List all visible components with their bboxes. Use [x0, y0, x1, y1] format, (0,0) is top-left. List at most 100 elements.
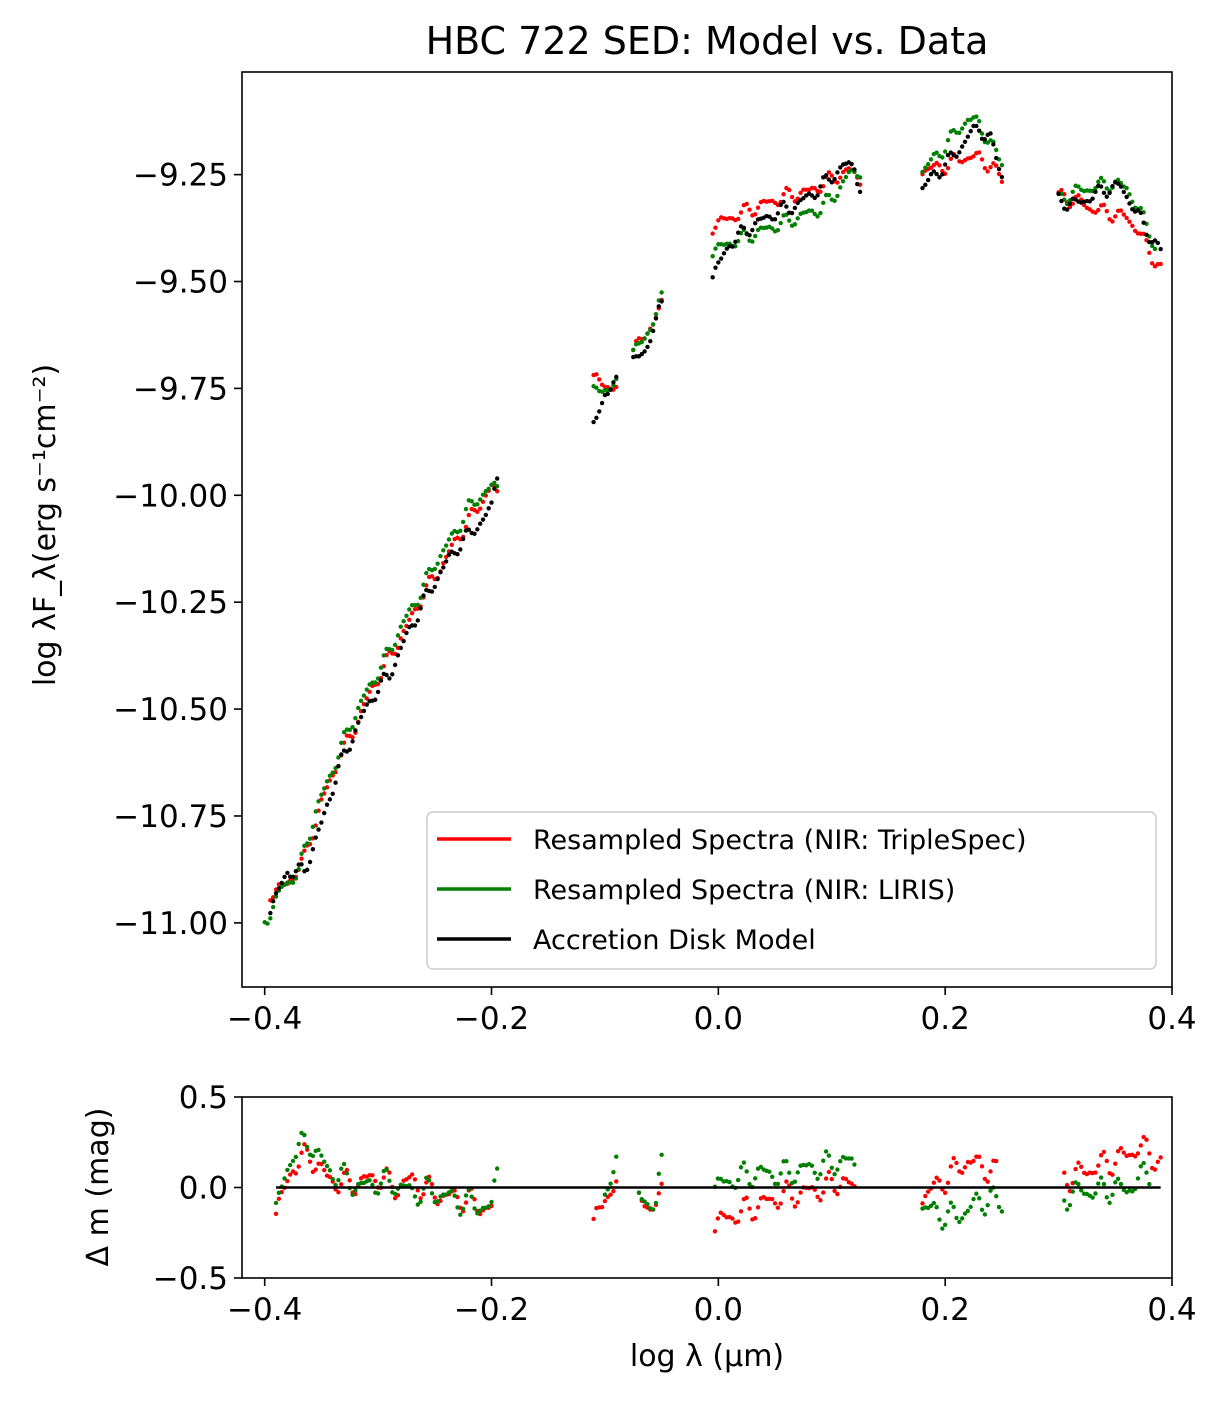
- top-point-s2-g3-143: [829, 180, 834, 185]
- bottom-point-s0-g3-122: [789, 1196, 795, 1201]
- top-point-s2-g4-164: [948, 150, 954, 155]
- bottom-point-s1-g0-17: [322, 1159, 327, 1164]
- top-point-s2-g0-76: [483, 512, 489, 518]
- top-point-s1-g4-158: [925, 162, 931, 167]
- top-point-s0-g4-178: [988, 165, 993, 170]
- top-point-s2-g5-187: [1067, 201, 1073, 207]
- bottom-point-s1-g4-157: [959, 1216, 965, 1221]
- bottom-point-s0-g0-56: [432, 1195, 437, 1200]
- bottom-x-tick-label-1: −0.2: [454, 1292, 529, 1328]
- bottom-point-s1-g0-67: [463, 1193, 469, 1198]
- top-x-tick-label-2: 0.0: [694, 1001, 743, 1037]
- top-point-s2-g4-170: [965, 134, 971, 139]
- bottom-point-s1-g0-63: [452, 1193, 457, 1198]
- top-point-s2-g5-212: [1138, 210, 1144, 215]
- top-point-s2-g3-116: [753, 220, 758, 226]
- top-point-s2-g3-136: [809, 193, 815, 198]
- bottom-point-s0-g0-38: [381, 1175, 386, 1180]
- bottom-point-s1-g0-6: [290, 1158, 296, 1164]
- top-point-s2-g1-89: [614, 374, 619, 380]
- bottom-point-s0-g5-176: [1073, 1166, 1078, 1172]
- bottom-point-s1-g4-164: [979, 1207, 985, 1213]
- bottom-point-s1-g0-22: [336, 1178, 341, 1183]
- top-point-s2-g3-108: [730, 244, 735, 249]
- bottom-point-s1-g0-69: [469, 1194, 474, 1199]
- top-point-s1-g0-35: [361, 693, 367, 698]
- top-point-s2-g5-200: [1104, 194, 1109, 199]
- bottom-point-s1-g3-104: [744, 1169, 749, 1174]
- bottom-point-s1-g0-20: [330, 1176, 335, 1182]
- top-point-s2-g4-173: [974, 123, 979, 129]
- top-point-s2-g2-100: [659, 299, 664, 304]
- top-point-s1-g0-27: [339, 740, 344, 746]
- bottom-point-s1-g0-62: [449, 1188, 455, 1193]
- bottom-point-s0-g0-52: [421, 1192, 426, 1197]
- top-point-s1-g0-30: [347, 727, 352, 733]
- bottom-point-s0-g0-40: [387, 1170, 392, 1175]
- bottom-point-s0-g3-96: [715, 1216, 721, 1221]
- bottom-point-s1-g5-202: [1147, 1181, 1152, 1187]
- top-point-s2-g0-13: [305, 867, 310, 873]
- top-point-s1-g3-130: [787, 218, 792, 223]
- top-point-s1-g4-170: [959, 126, 965, 131]
- bottom-x-tick-label-2: 0.0: [694, 1292, 743, 1328]
- top-point-s2-g2-97: [650, 328, 656, 334]
- bottom-point-s0-g4-159: [959, 1170, 965, 1176]
- top-point-s2-g5-183: [1056, 191, 1061, 197]
- bottom-point-s0-g5-204: [1152, 1167, 1158, 1172]
- top-point-s2-g1-88: [611, 380, 616, 385]
- top-point-s0-g3-103: [716, 218, 721, 223]
- bottom-point-s0-g0-14: [313, 1167, 318, 1172]
- bottom-point-s0-g3-120: [784, 1179, 789, 1184]
- bottom-point-s1-g3-115: [775, 1181, 781, 1187]
- top-point-s1-g0-1: [265, 921, 270, 926]
- top-point-s2-g3-129: [789, 210, 795, 216]
- top-point-s1-g0-61: [435, 561, 440, 566]
- top-point-s0-g0-46: [398, 636, 403, 641]
- top-point-s1-g0-65: [446, 537, 452, 542]
- top-point-s0-g5-210: [1132, 228, 1138, 234]
- bottom-point-s0-g1-84: [611, 1188, 616, 1194]
- bottom-point-s1-g5-200: [1141, 1160, 1146, 1166]
- top-point-s2-g0-80: [494, 476, 500, 481]
- bottom-chart-ylabel: Δ m (mag): [81, 1108, 116, 1267]
- top-point-s1-g5-200: [1098, 175, 1104, 181]
- top-point-s2-g0-23: [333, 780, 338, 785]
- top-point-s0-g0-69: [463, 524, 469, 530]
- bottom-point-s1-g3-107: [753, 1176, 758, 1181]
- top-series-2: [268, 123, 1163, 916]
- top-point-s1-g4-175: [974, 114, 979, 119]
- top-point-s1-g5-219: [1152, 246, 1158, 252]
- top-point-s2-g4-182: [999, 174, 1005, 180]
- top-point-s1-g0-26: [336, 755, 341, 760]
- top-point-s0-g3-102: [713, 225, 718, 230]
- top-point-s2-g5-201: [1107, 190, 1112, 196]
- bottom-point-s1-g3-130: [818, 1172, 823, 1177]
- top-point-s2-g0-60: [438, 570, 443, 575]
- bottom-point-s0-g4-163: [971, 1158, 976, 1164]
- top-point-s2-g5-219: [1158, 246, 1163, 252]
- top-point-s0-g4-182: [999, 179, 1005, 185]
- top-point-s1-g3-155: [857, 175, 863, 180]
- top-point-s2-g5-214: [1144, 232, 1149, 238]
- top-point-s1-g0-19: [316, 799, 321, 804]
- top-point-s0-g0-34: [364, 696, 369, 701]
- top-point-s0-g4-160: [937, 163, 942, 168]
- top-point-s1-g0-48: [398, 624, 403, 629]
- top-point-s2-g0-3: [276, 886, 282, 891]
- bottom-point-s0-g4-155: [948, 1164, 954, 1169]
- bottom-series-1: [273, 1130, 1152, 1231]
- bottom-point-s1-g4-151: [942, 1222, 948, 1227]
- bottom-point-s1-g3-113: [770, 1174, 775, 1179]
- bottom-point-s0-g3-137: [832, 1188, 837, 1194]
- top-point-s0-g5-206: [1121, 212, 1127, 217]
- bottom-point-s1-g4-165: [982, 1212, 988, 1217]
- top-point-s1-g3-147: [835, 193, 840, 199]
- top-point-s2-g5-184: [1059, 198, 1064, 204]
- top-point-s1-g0-51: [407, 607, 412, 612]
- bottom-point-s1-g5-184: [1096, 1181, 1101, 1186]
- top-point-s2-g4-180: [994, 155, 999, 161]
- top-point-s1-g0-73: [469, 499, 474, 504]
- top-point-s0-g5-199: [1101, 202, 1107, 208]
- bottom-point-s1-g3-102: [738, 1165, 744, 1170]
